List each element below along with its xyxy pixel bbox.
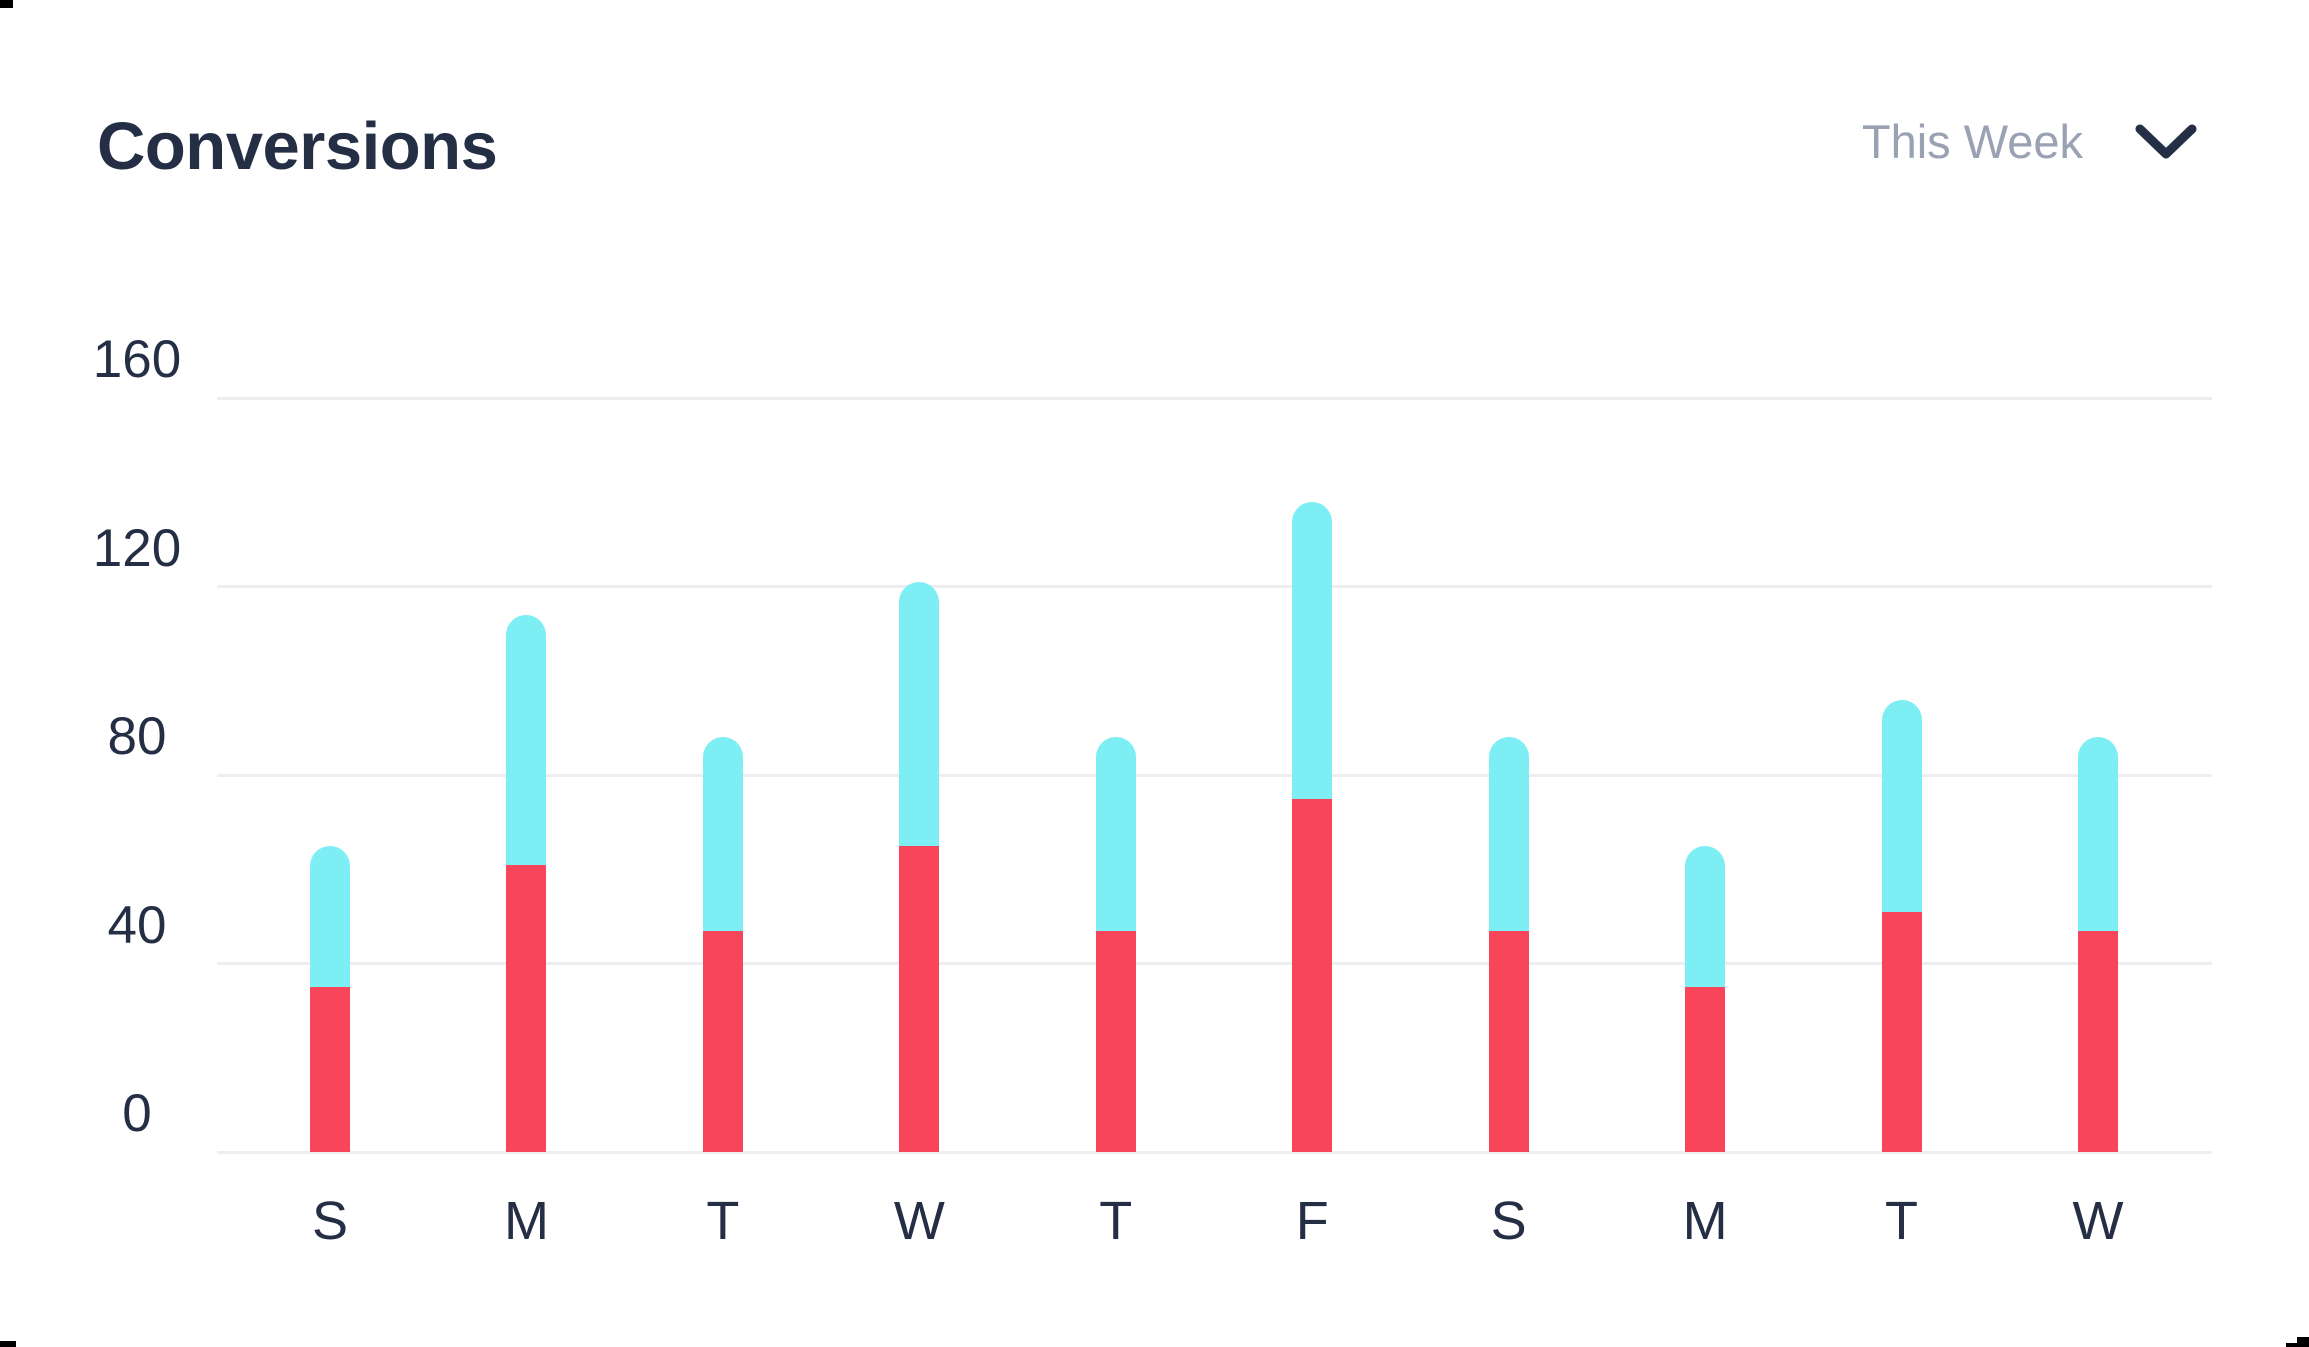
bar-segment-primary-red xyxy=(1881,911,1922,1152)
x-axis-label: M xyxy=(1682,1191,1728,1251)
bar-segment-primary-red xyxy=(1292,798,1333,1152)
y-axis-tick-label: 160 xyxy=(92,330,182,389)
corner-artifact-bottom-right xyxy=(2297,1337,2309,1347)
bar-segment-primary-red xyxy=(899,845,940,1152)
corner-artifact-bottom-left xyxy=(0,1341,16,1347)
page-title: Conversions xyxy=(97,109,498,184)
bar-segment-primary-red xyxy=(506,864,547,1152)
corner-artifact-bottom-right-2 xyxy=(2286,1343,2309,1347)
x-axis-label: T xyxy=(1099,1191,1133,1251)
chevron-down-icon xyxy=(2135,124,2197,160)
y-axis-tick-label: 40 xyxy=(107,895,167,955)
corner-artifact-top-left xyxy=(0,0,13,8)
bar-segment-primary-red xyxy=(702,930,743,1152)
x-axis-label: M xyxy=(503,1191,549,1251)
bar-5-T[interactable] xyxy=(1095,737,1136,1152)
x-axis-label: T xyxy=(706,1191,740,1251)
y-axis-tick-label: 0 xyxy=(122,1084,152,1143)
grid-line xyxy=(217,1150,2212,1154)
bar-9-T[interactable] xyxy=(1881,699,1922,1152)
bar-segment-primary-red xyxy=(310,987,350,1152)
bar-6-F[interactable] xyxy=(1292,501,1333,1152)
grid-line xyxy=(217,396,2212,400)
bar-segment-primary-red xyxy=(2077,930,2118,1152)
bar-7-S[interactable] xyxy=(1488,737,1529,1152)
x-axis-label: W xyxy=(893,1191,945,1251)
y-axis-tick-label: 120 xyxy=(92,518,182,578)
bar-10-W[interactable] xyxy=(2077,737,2118,1152)
period-selector-label: This Week xyxy=(1861,115,2083,168)
bar-segment-primary-red xyxy=(1095,930,1136,1152)
bar-segment-primary-red xyxy=(1685,987,1726,1152)
period-selector-dropdown[interactable]: This Week xyxy=(1862,112,2197,172)
x-axis-label: S xyxy=(1490,1191,1527,1251)
grid-line xyxy=(217,585,2212,588)
bar-3-T[interactable] xyxy=(702,737,743,1152)
x-axis-label: S xyxy=(311,1191,349,1251)
bar-segment-primary-red xyxy=(1488,930,1529,1152)
bar-2-M[interactable] xyxy=(506,614,547,1152)
grid-line xyxy=(217,962,2212,965)
y-axis-tick-label: 80 xyxy=(107,707,167,766)
x-axis-label: W xyxy=(2072,1191,2124,1251)
bar-4-W[interactable] xyxy=(899,581,940,1152)
grid-line xyxy=(217,773,2212,777)
x-axis-label: T xyxy=(1885,1191,1919,1251)
x-axis-label: F xyxy=(1295,1191,1329,1251)
bar-1-S[interactable] xyxy=(310,845,350,1152)
bar-8-M[interactable] xyxy=(1685,845,1726,1152)
